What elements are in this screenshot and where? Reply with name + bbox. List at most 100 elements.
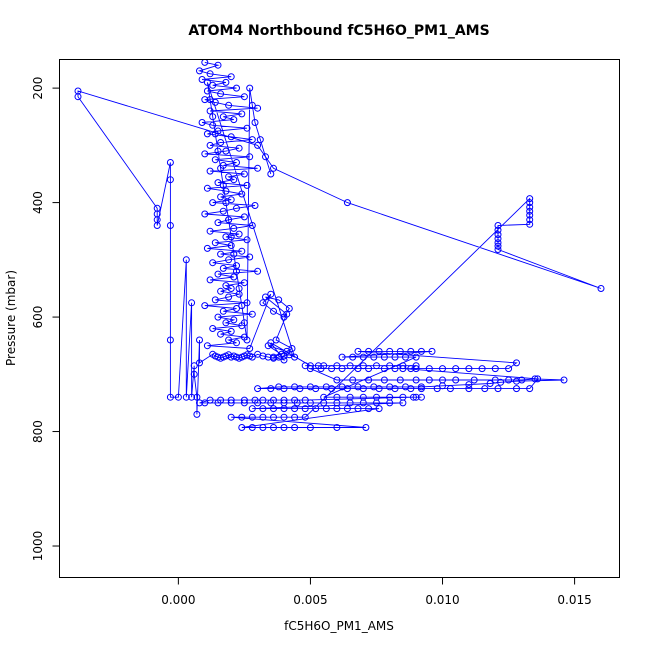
data-point: [254, 104, 262, 112]
data-point: [230, 250, 238, 258]
data-point: [214, 270, 222, 278]
data-point: [362, 424, 370, 431]
data-point: [203, 184, 211, 192]
data-point: [214, 147, 222, 155]
data-point: [465, 385, 473, 393]
data-point: [280, 396, 288, 404]
data-point: [219, 113, 227, 121]
data-point: [248, 222, 256, 229]
data-point: [227, 196, 235, 204]
data-point: [193, 393, 201, 401]
data-point: [452, 365, 460, 373]
data-point: [267, 399, 275, 407]
data-point: [206, 167, 214, 175]
data-point: [312, 405, 320, 413]
data-point: [359, 385, 367, 393]
data-point: [214, 399, 222, 407]
data-point: [182, 256, 190, 264]
data-layer: [74, 59, 605, 431]
data-point: [491, 365, 499, 373]
y-tick-label: 400: [31, 191, 45, 214]
data-point: [74, 93, 82, 101]
data-point: [222, 282, 230, 290]
data-point: [306, 365, 314, 373]
data-point: [217, 330, 225, 338]
data-point: [201, 96, 209, 104]
data-point: [291, 353, 299, 361]
data-point: [227, 327, 235, 335]
x-axis-label: fC5H6O_PM1_AMS: [284, 619, 394, 633]
data-point: [425, 365, 433, 373]
data-point: [248, 413, 256, 421]
data-point: [338, 365, 346, 373]
y-tick-label: 1000: [31, 531, 45, 562]
data-point: [494, 226, 502, 234]
data-point: [494, 246, 502, 253]
data-point: [217, 139, 225, 146]
data-point: [433, 385, 441, 393]
data-point: [248, 101, 256, 109]
data-point: [272, 336, 280, 344]
data-point: [399, 365, 407, 373]
data-point: [354, 365, 362, 373]
data-point: [428, 347, 436, 355]
data-point: [219, 207, 227, 215]
data-point: [246, 345, 254, 352]
data-point: [513, 359, 520, 367]
data-point: [201, 399, 209, 407]
data-point: [248, 310, 256, 318]
data-point: [211, 296, 219, 304]
data-point: [153, 222, 161, 229]
data-point: [238, 190, 246, 198]
data-point: [201, 150, 209, 158]
data-point: [280, 405, 288, 413]
data-point: [190, 362, 198, 370]
data-point: [349, 353, 357, 361]
data-point: [227, 413, 235, 421]
data-point: [203, 342, 211, 350]
data-point: [338, 353, 346, 361]
data-point: [293, 399, 301, 407]
chart-title: ATOM4 Northbound fC5H6O_PM1_AMS: [188, 23, 489, 39]
data-point: [402, 353, 409, 361]
data-point: [166, 176, 174, 184]
data-point: [166, 159, 174, 166]
data-point: [354, 405, 362, 413]
data-point: [505, 376, 513, 384]
data-point: [248, 353, 256, 361]
data-point: [219, 307, 227, 315]
series-line: [77, 61, 602, 428]
data-point: [494, 231, 502, 239]
data-point: [301, 413, 309, 421]
data-point: [248, 405, 256, 413]
data-point: [470, 376, 478, 384]
data-point: [412, 362, 420, 370]
data-point: [359, 399, 367, 407]
data-point: [354, 347, 362, 355]
data-point: [346, 362, 354, 370]
data-point: [219, 264, 227, 272]
series-0: [74, 59, 605, 431]
data-point: [275, 296, 283, 304]
data-point: [188, 299, 196, 307]
data-point: [343, 385, 351, 393]
data-point: [238, 247, 246, 255]
data-point: [513, 377, 520, 385]
data-point: [373, 399, 380, 407]
data-point: [391, 385, 399, 393]
data-point: [412, 365, 420, 373]
data-point: [301, 396, 309, 404]
data-point: [196, 67, 203, 75]
data-point: [246, 84, 254, 92]
data-point: [386, 347, 394, 355]
data-point: [417, 393, 425, 401]
data-point: [254, 267, 262, 275]
data-point: [322, 405, 330, 413]
data-point: [320, 399, 328, 407]
data-point: [243, 124, 251, 132]
data-point: [219, 181, 227, 189]
data-point: [246, 253, 254, 261]
data-point: [209, 199, 217, 207]
